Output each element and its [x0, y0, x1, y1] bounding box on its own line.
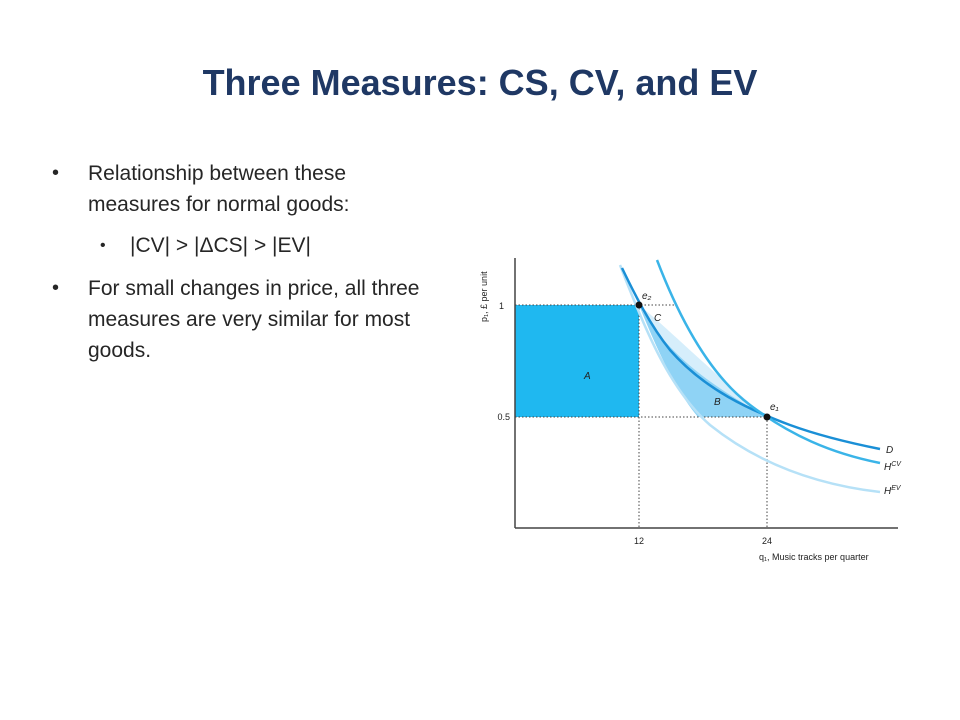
label-curve-d: D [886, 445, 893, 456]
bullet-text: |CV| > |ΔCS| > |EV| [130, 234, 311, 257]
label-region-c: C [654, 313, 662, 324]
bullet-item: • Relationship between these measures fo… [50, 158, 430, 220]
y-tick-05: 0.5 [497, 412, 510, 422]
label-e2: e₂ [642, 291, 652, 302]
x-tick-24: 24 [762, 536, 772, 546]
y-tick-1: 1 [499, 301, 504, 311]
curve-hev [618, 264, 881, 494]
bullet-list: • Relationship between these measures fo… [50, 158, 430, 378]
bullet-text: Relationship between these measures for … [88, 162, 350, 216]
bullet-icon: • [100, 237, 106, 254]
bullet-item: • For small changes in price, all three … [50, 273, 430, 366]
label-curve-hcv-sup: CV [891, 461, 902, 468]
label-curve-hev-main: H [884, 486, 892, 497]
label-curve-hev-sup: EV [891, 485, 902, 492]
bullet-icon: • [52, 162, 60, 184]
curve-hcv [655, 259, 881, 465]
region-b [639, 305, 767, 417]
label-curve-hcv: HCV [884, 461, 902, 473]
y-axis-label: p₁, £ per unit [479, 271, 489, 322]
x-tick-12: 12 [634, 536, 644, 546]
point-e1 [763, 413, 771, 421]
curve-d [620, 267, 881, 451]
label-curve-hev: HEV [884, 485, 902, 497]
region-c [639, 305, 767, 417]
slide-title: Three Measures: CS, CV, and EV [202, 62, 758, 103]
region-a [515, 305, 639, 417]
label-region-b: B [714, 397, 721, 408]
point-e2 [635, 301, 643, 309]
consumer-surplus-diagram: e₂ e₁ A B C D HCV HEV 1 0.5 12 24 p₁, £ … [479, 258, 902, 562]
x-axis-label: q₁, Music tracks per quarter [759, 552, 869, 562]
bullet-icon: • [52, 277, 60, 299]
label-curve-hcv-main: H [884, 462, 892, 473]
bullet-text: For small changes in price, all three me… [88, 277, 420, 362]
label-region-a: A [583, 371, 591, 382]
label-e1: e₁ [770, 402, 779, 413]
sub-bullet-item: • |CV| > |ΔCS| > |EV| [50, 230, 430, 261]
